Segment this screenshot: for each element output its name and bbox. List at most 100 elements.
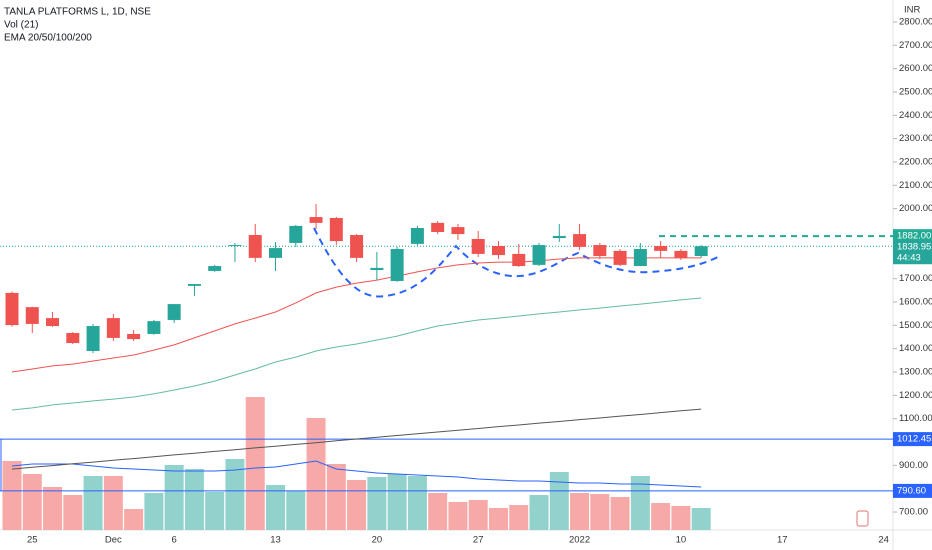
volume-bar: [144, 493, 164, 530]
y-tick-label: 2100.00: [899, 180, 932, 191]
volume-bar: [2, 461, 22, 530]
price-tag: [893, 240, 932, 265]
price-tag-label: 790.60: [897, 485, 926, 496]
volume-bar: [286, 491, 306, 530]
candle-body: [25, 307, 39, 324]
x-tick-label: 13: [270, 535, 281, 546]
y-tick-label: 1500.00: [899, 320, 932, 331]
y-tick-label: 2000.00: [899, 203, 932, 214]
ema-line: [11, 408, 702, 470]
candle-body: [208, 266, 222, 271]
price-tag-label: 1838.95: [897, 242, 931, 253]
candle-body: [370, 267, 384, 271]
x-tick-label: 17: [777, 535, 788, 546]
volume-bar: [468, 500, 488, 530]
volume-bar: [367, 477, 387, 530]
x-tick-label: 27: [473, 535, 484, 546]
y-tick-label: 1100.00: [899, 413, 932, 424]
volume-bar: [590, 494, 610, 530]
volume-bar: [570, 493, 590, 530]
volume-bar: [610, 497, 630, 530]
volume-bar: [103, 476, 123, 530]
candle-body: [552, 235, 566, 239]
currency-label: INR: [904, 5, 921, 16]
event-icon: [856, 510, 869, 527]
volume-bar: [266, 485, 286, 530]
candle-body: [573, 234, 587, 247]
volume-bar: [407, 476, 427, 530]
volume-bar: [509, 505, 529, 530]
volume-bar: [225, 459, 245, 530]
candle-body: [350, 235, 364, 258]
candle-body: [654, 245, 668, 251]
volume-bar: [22, 474, 42, 530]
x-tick-label: 20: [372, 535, 383, 546]
volume-bar: [529, 495, 549, 530]
pattern-drawing: [313, 227, 721, 298]
x-tick-label: 24: [878, 535, 889, 546]
price-tag-label: 1882.00: [897, 231, 931, 242]
y-tick-label: 2500.00: [899, 86, 932, 97]
candle-body: [187, 284, 201, 286]
candle-body: [532, 245, 546, 265]
candle-body: [289, 225, 303, 243]
y-tick-label: 2600.00: [899, 63, 932, 74]
volume-bar: [347, 480, 367, 530]
candle-body: [593, 245, 607, 257]
candle-body: [471, 238, 485, 254]
candle-body: [431, 222, 445, 232]
y-tick-label: 2800.00: [899, 16, 932, 27]
candle-body: [5, 292, 19, 326]
chart-title: TANLA PLATFORMS L, 1D, NSE: [4, 7, 151, 18]
candle-body: [248, 235, 262, 258]
y-tick-label: 1400.00: [899, 343, 932, 354]
volume-bar: [488, 508, 508, 530]
x-tick-label: 6: [172, 535, 177, 546]
candle-body: [106, 318, 120, 338]
volume-bar: [164, 465, 184, 530]
candle-body: [329, 217, 343, 242]
y-tick-label: 2200.00: [899, 156, 932, 167]
volume-bar: [326, 464, 346, 530]
candle-body: [46, 318, 60, 327]
ema-label: EMA 20/50/100/200: [4, 33, 92, 44]
volume-bar: [630, 476, 650, 530]
y-tick-label: 900.00: [899, 460, 928, 471]
volume-bar: [651, 503, 671, 530]
volume-bar: [124, 509, 144, 530]
price-tag: [893, 483, 932, 498]
volume-bar: [691, 508, 711, 530]
volume-bar: [43, 487, 63, 530]
candle-body: [86, 326, 100, 351]
candle-body: [410, 228, 424, 244]
candle-body: [512, 253, 526, 267]
candle-body: [390, 249, 404, 281]
volume-bar: [63, 495, 83, 530]
candle-body: [613, 250, 627, 265]
volume-bar: [428, 493, 448, 530]
volume-label: Vol (21): [4, 20, 38, 31]
volume-bar: [184, 469, 204, 530]
candle-body: [127, 333, 141, 340]
candle-body: [228, 245, 242, 247]
volume-bar: [205, 492, 225, 530]
candle-body: [309, 217, 323, 223]
volume-bar: [387, 474, 407, 530]
y-tick-label: 1200.00: [899, 390, 932, 401]
y-tick-label: 2400.00: [899, 110, 932, 121]
candle-body: [694, 246, 708, 257]
volume-bar: [245, 397, 265, 530]
candle-body: [674, 250, 688, 258]
y-tick-label: 2700.00: [899, 40, 932, 51]
volume-bar: [306, 418, 326, 530]
y-tick-label: 700.00: [899, 507, 928, 518]
candle-body: [167, 304, 181, 320]
y-tick-label: 1300.00: [899, 367, 932, 378]
candle-body: [66, 333, 80, 344]
candle-body: [491, 245, 505, 256]
x-tick-label: 25: [27, 535, 38, 546]
price-tag-label: 1012.45: [897, 434, 931, 445]
volume-bar: [671, 506, 691, 530]
